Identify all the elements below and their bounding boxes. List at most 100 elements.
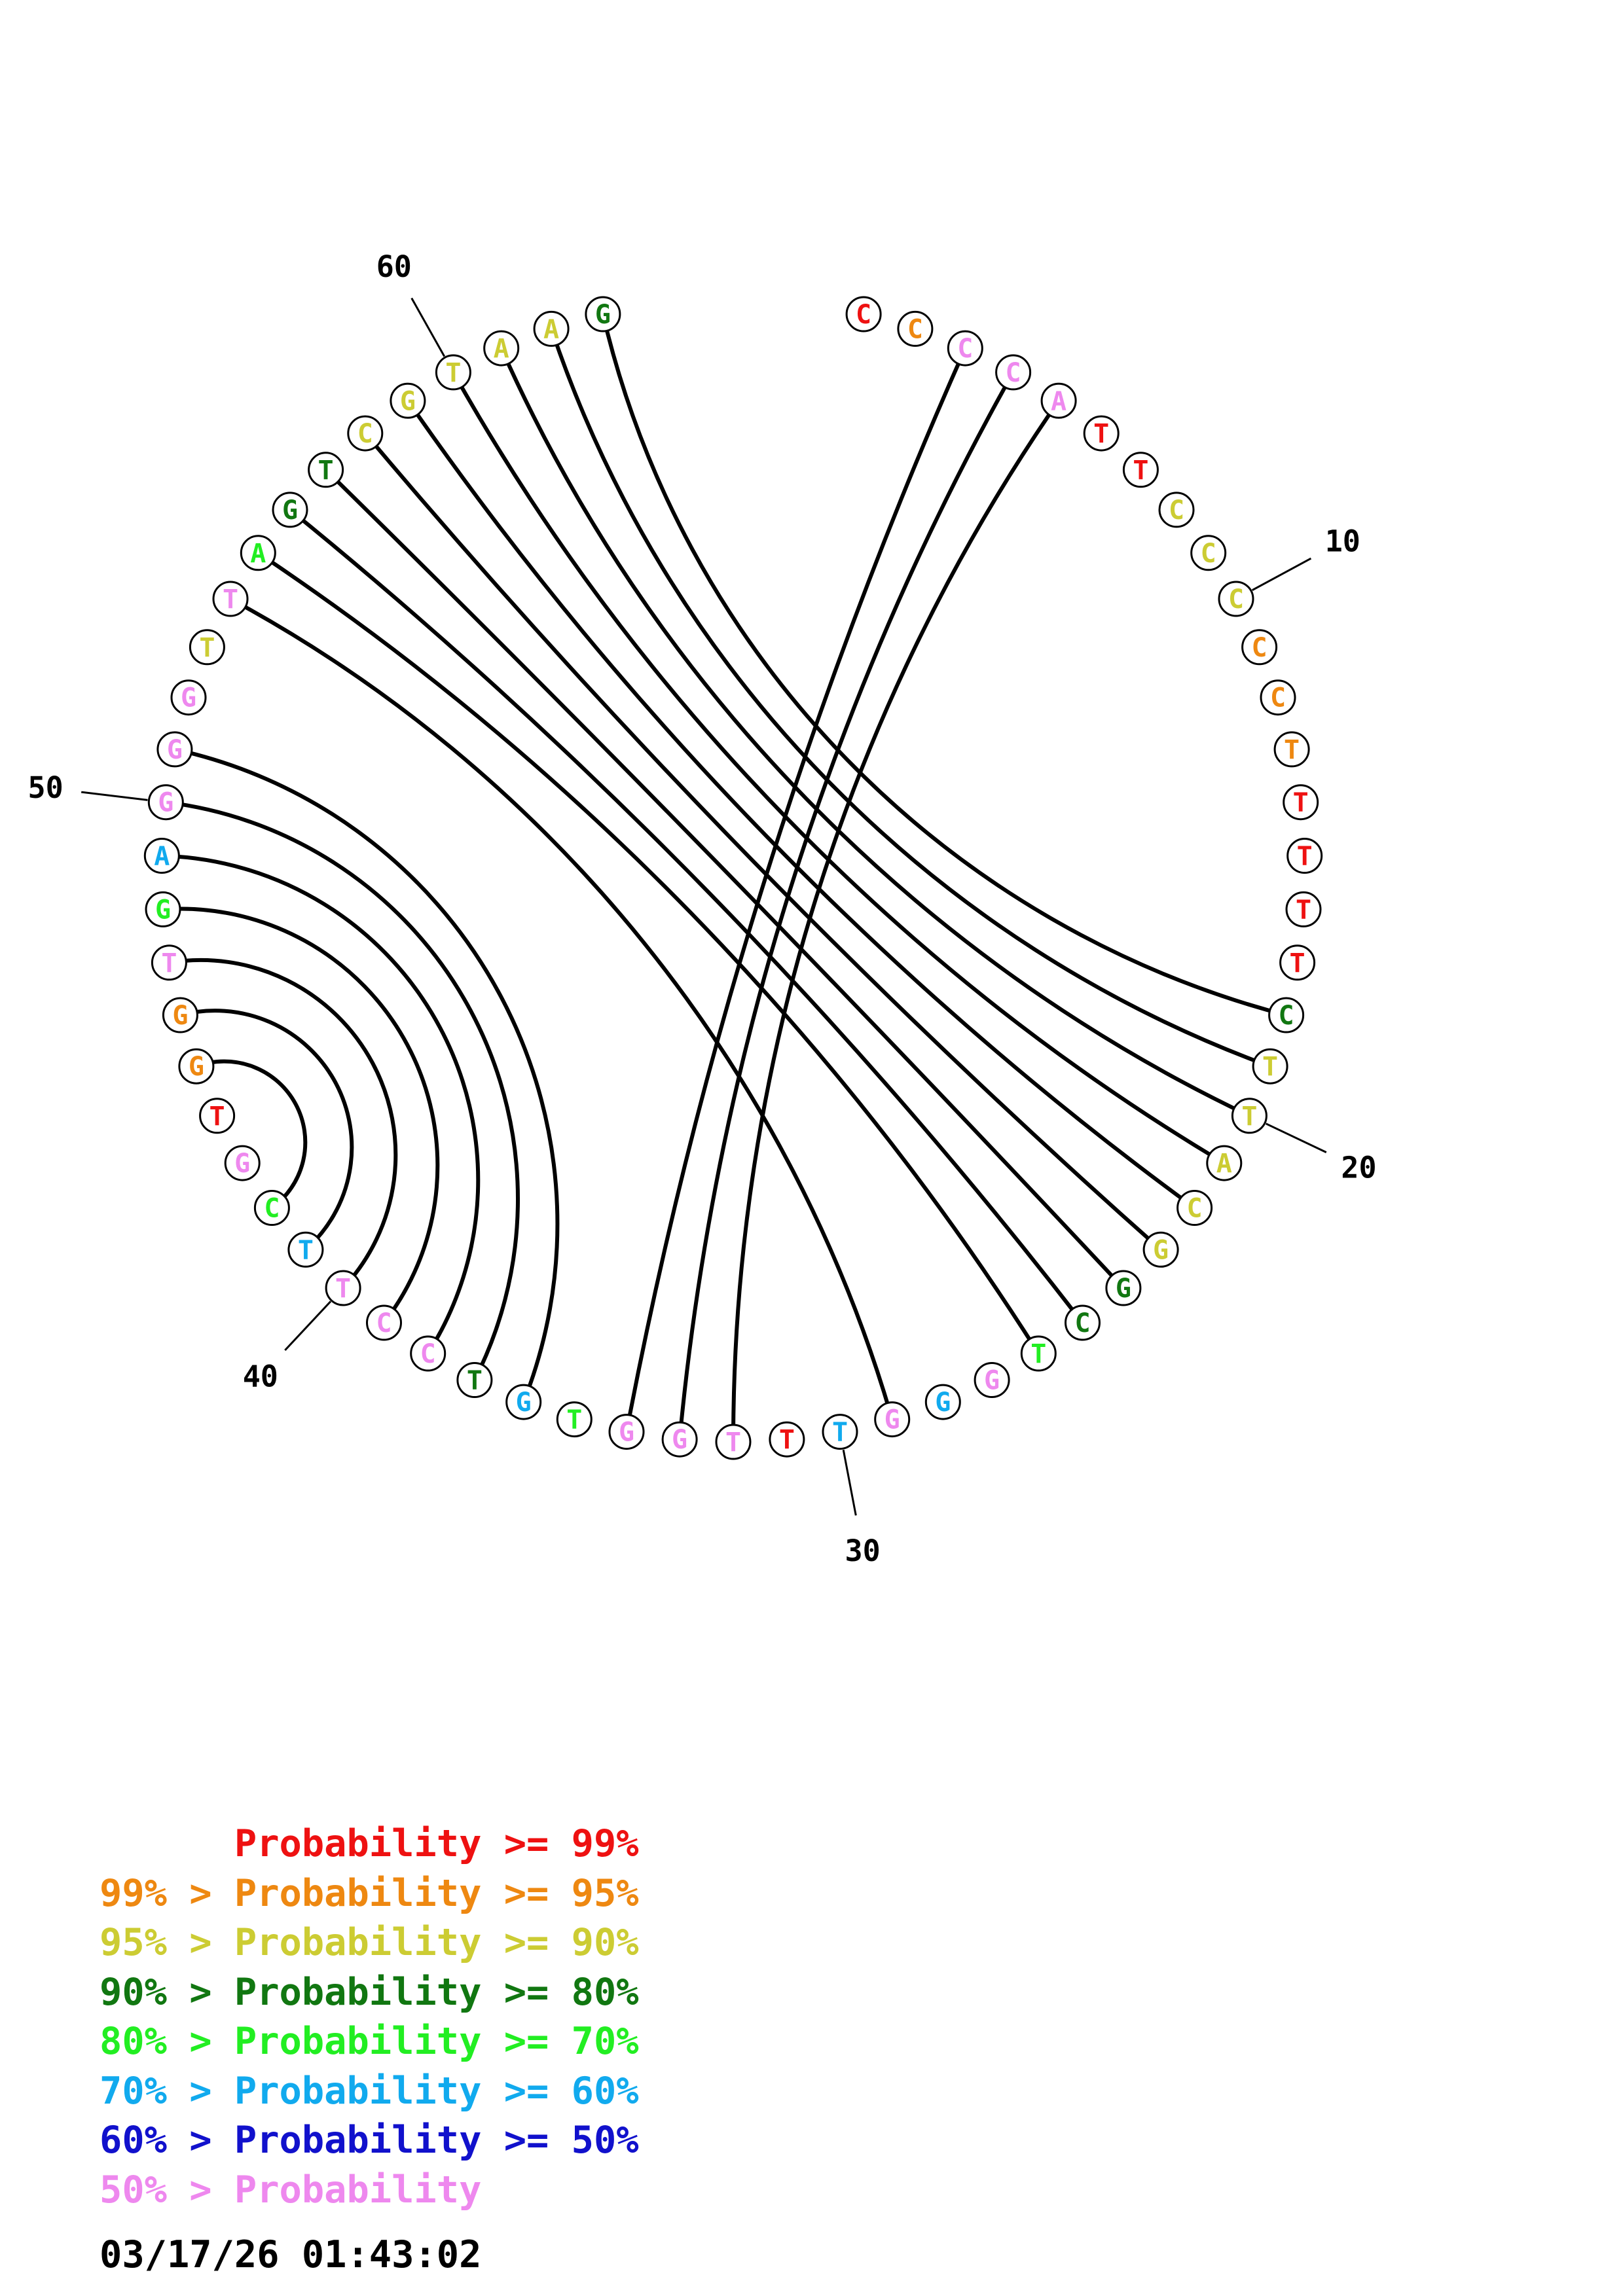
nucleotide-circle-12 — [1260, 679, 1296, 716]
nucleotide-letter-13: T — [1284, 735, 1300, 765]
nucleotide-letter-18: C — [1279, 1001, 1294, 1031]
nucleotide-letter-51: G — [167, 735, 183, 765]
legend-line-5: 80% > Probability >= 70% — [100, 2020, 639, 2063]
nucleotide-circle-55 — [240, 535, 276, 571]
nucleotide-50: G — [147, 784, 184, 821]
nucleotide-52: G — [170, 679, 207, 716]
nucleotide-letter-41: T — [298, 1235, 314, 1265]
nucleotide-21: A — [1206, 1145, 1243, 1181]
nucleotide-circle-36 — [505, 1384, 542, 1420]
nucleotide-letter-22: C — [1187, 1194, 1203, 1224]
legend-line-2: 99% > Probability >= 95% — [100, 1871, 639, 1915]
nucleotide-9: C — [1190, 535, 1227, 571]
nucleotide-39: C — [366, 1304, 402, 1341]
nucleotide-circle-43 — [224, 1145, 261, 1181]
nucleotide-44: T — [199, 1098, 236, 1134]
nucleotide-circle-41 — [287, 1231, 324, 1268]
nucleotide-letter-11: C — [1252, 633, 1267, 663]
pair-arc-4-33 — [678, 371, 1015, 1440]
pair-arc-5-32 — [731, 399, 1061, 1443]
nucleotide-circle-59 — [390, 382, 426, 419]
pair-arc-36-51 — [174, 747, 560, 1403]
nucleotide-15: T — [1286, 838, 1323, 874]
pair-arc-26-55 — [257, 551, 1040, 1355]
nucleotide-letter-17: T — [1290, 948, 1305, 978]
nucleotide-58: C — [347, 415, 384, 452]
nucleotide-61: A — [483, 330, 520, 367]
nucleotide-circle-22 — [1176, 1190, 1213, 1226]
legend-line-8: 50% > Probability — [100, 2168, 482, 2212]
pair-arc-42-45 — [195, 1059, 308, 1210]
tick-label-30: 30 — [845, 1534, 881, 1568]
nucleotide-24: G — [1105, 1270, 1142, 1306]
tick-label-20: 20 — [1341, 1151, 1376, 1185]
nucleotide-letter-52: G — [181, 683, 196, 713]
nucleotide-circle-23 — [1142, 1231, 1179, 1268]
tick-line-50 — [81, 791, 148, 801]
nucleotide-circle-20 — [1231, 1098, 1267, 1134]
nucleotide-letter-28: G — [935, 1388, 951, 1418]
nucleotide-letter-45: G — [189, 1052, 204, 1082]
nucleotide-letter-55: A — [250, 539, 266, 569]
nucleotide-letter-26: T — [1030, 1339, 1046, 1369]
nucleotide-letter-25: C — [1074, 1308, 1090, 1338]
nucleotide-letter-14: T — [1293, 788, 1309, 818]
legend-line-7: 60% > Probability >= 50% — [100, 2119, 639, 2162]
nucleotide-letter-12: C — [1270, 683, 1286, 713]
nucleotide-letter-50: G — [158, 788, 173, 818]
nucleotide-circle-34 — [608, 1414, 645, 1450]
nucleotide-14: T — [1283, 784, 1319, 821]
tick-label-10: 10 — [1325, 524, 1360, 559]
pair-arc-37-50 — [165, 800, 520, 1381]
nucleotide-letter-48: G — [155, 895, 171, 925]
nucleotide-circle-44 — [199, 1098, 236, 1134]
legend-line-4: 90% > Probability >= 80% — [100, 1970, 639, 2014]
nucleotide-60: T — [435, 354, 471, 391]
nucleotide-letter-24: G — [1116, 1274, 1131, 1304]
pair-arc-39-48 — [162, 906, 440, 1324]
nucleotide-circle-14 — [1283, 784, 1319, 821]
probability-legend: Probability >= 99% 99% > Probability >= 9… — [100, 1820, 639, 2215]
nucleotide-letter-5: A — [1051, 386, 1067, 416]
nucleotide-letter-47: T — [161, 948, 177, 978]
nucleotide-54: T — [212, 581, 249, 617]
nucleotide-letter-27: G — [984, 1366, 1000, 1396]
nucleotide-31: T — [769, 1421, 805, 1458]
nucleotide-circle-21 — [1206, 1145, 1243, 1181]
nucleotide-29: G — [874, 1401, 911, 1438]
nucleotide-letter-42: C — [264, 1194, 280, 1224]
nucleotide-letter-46: G — [172, 1001, 188, 1031]
nucleotide-circle-15 — [1286, 838, 1323, 874]
pair-arc-20-61 — [499, 347, 1250, 1118]
nucleotide-circle-24 — [1105, 1270, 1142, 1306]
nucleotide-7: T — [1122, 452, 1159, 488]
nucleotide-4: C — [995, 354, 1032, 391]
nucleotide-11: C — [1241, 629, 1278, 666]
nucleotide-circle-25 — [1065, 1304, 1101, 1341]
nucleotide-letter-60: T — [445, 358, 461, 388]
nucleotide-circle-11 — [1241, 629, 1278, 666]
nucleotide-letter-49: A — [154, 842, 170, 872]
nucleotide-30: T — [822, 1414, 858, 1450]
nucleotide-circle-26 — [1020, 1335, 1057, 1372]
nucleotide-6: T — [1083, 415, 1120, 452]
nucleotide-47: T — [151, 944, 187, 981]
nucleotide-letter-16: T — [1296, 895, 1311, 925]
nucleotide-circle-18 — [1268, 997, 1305, 1033]
nucleotide-circle-53 — [189, 629, 225, 666]
tick-label-40: 40 — [243, 1359, 278, 1394]
tick-label-50: 50 — [28, 770, 64, 805]
tick-label-60: 60 — [376, 249, 412, 284]
nucleotide-40: T — [325, 1270, 361, 1306]
nucleotide-circle-33 — [661, 1421, 698, 1458]
nucleotide-circle-9 — [1190, 535, 1227, 571]
legend-line-1: Probability >= 99% — [100, 1822, 639, 1865]
nucleotide-letter-61: A — [494, 334, 509, 364]
nucleotide-circle-48 — [145, 891, 181, 927]
nucleotide-circle-7 — [1122, 452, 1159, 488]
nucleotide-57: T — [308, 452, 344, 488]
nucleotide-circle-28 — [924, 1384, 961, 1420]
nucleotide-circle-8 — [1158, 492, 1195, 528]
nucleotide-10: C — [1218, 581, 1254, 617]
nucleotide-circle-29 — [874, 1401, 911, 1438]
